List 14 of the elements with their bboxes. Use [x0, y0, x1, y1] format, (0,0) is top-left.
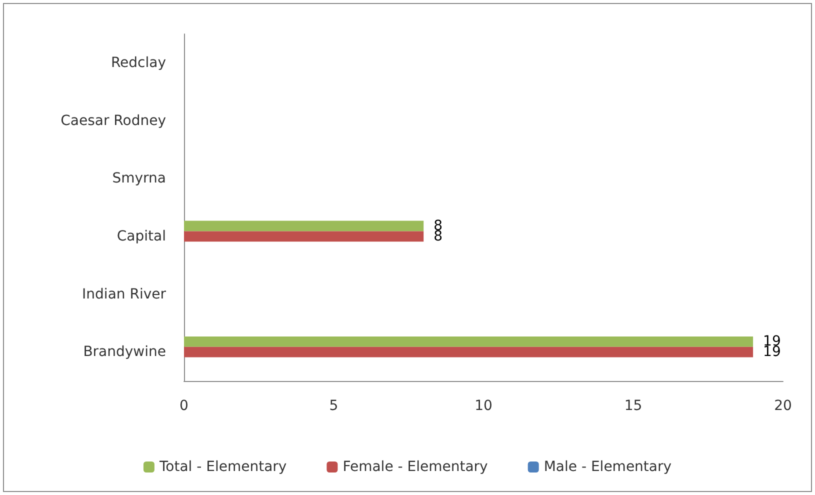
y-tick-label: Caesar Rodney [60, 112, 166, 129]
y-tick-label: Indian River [82, 286, 166, 302]
legend-label: Total - Elementary [158, 459, 287, 475]
y-tick-label: Brandywine [83, 344, 166, 360]
y-tick-label: Capital [116, 228, 166, 244]
x-tick-label: 5 [329, 398, 338, 414]
legend-label: Female - Elementary [342, 459, 488, 475]
y-tick-label: Smyrna [112, 170, 166, 187]
legend-label: Male - Elementary [544, 459, 672, 475]
x-tick-label: 10 [474, 398, 492, 414]
x-tick-label: 0 [180, 398, 188, 414]
x-tick-label: 20 [774, 398, 792, 414]
y-tick-label: Redclay [110, 54, 166, 71]
x-tick-label: 15 [624, 398, 642, 414]
